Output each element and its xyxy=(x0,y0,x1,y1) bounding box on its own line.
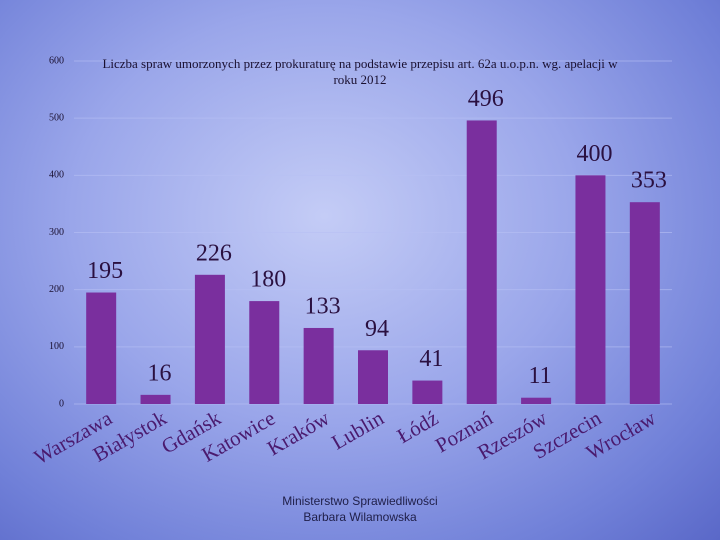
bar xyxy=(303,327,334,404)
bar xyxy=(86,292,117,404)
footer-line: Ministerstwo Sprawiedliwości xyxy=(282,494,438,508)
bar xyxy=(249,301,280,404)
chart-title: Liczba spraw umorzonych przez prokuratur… xyxy=(102,56,618,87)
data-label: 133 xyxy=(305,293,341,319)
data-label: 226 xyxy=(196,240,232,266)
data-label: 400 xyxy=(576,141,612,167)
data-label: 41 xyxy=(419,346,443,372)
data-label: 195 xyxy=(87,258,123,284)
y-tick-label: 200 xyxy=(49,284,64,295)
y-tick-label: 0 xyxy=(59,398,64,409)
y-tick-label: 300 xyxy=(49,227,64,238)
footer-line: Barbara Wilamowska xyxy=(303,510,417,524)
bar xyxy=(194,274,225,404)
x-tick-label: Lublin xyxy=(327,405,388,454)
bar xyxy=(412,380,443,404)
data-label: 94 xyxy=(365,316,389,342)
data-label: 353 xyxy=(631,168,667,194)
y-tick-label: 600 xyxy=(49,55,64,66)
bar xyxy=(629,202,660,404)
y-tick-label: 500 xyxy=(49,112,64,123)
y-tick-label: 100 xyxy=(49,341,64,352)
data-label: 11 xyxy=(529,363,552,389)
bar xyxy=(466,120,497,404)
y-tick-label: 400 xyxy=(49,170,64,181)
x-tick-label: Kraków xyxy=(263,405,334,460)
bar xyxy=(521,397,552,404)
data-label: 496 xyxy=(468,86,504,112)
data-label: 180 xyxy=(250,267,286,293)
bar xyxy=(358,350,388,404)
bar xyxy=(575,175,606,404)
bar xyxy=(140,394,171,404)
data-label: 16 xyxy=(148,360,172,386)
